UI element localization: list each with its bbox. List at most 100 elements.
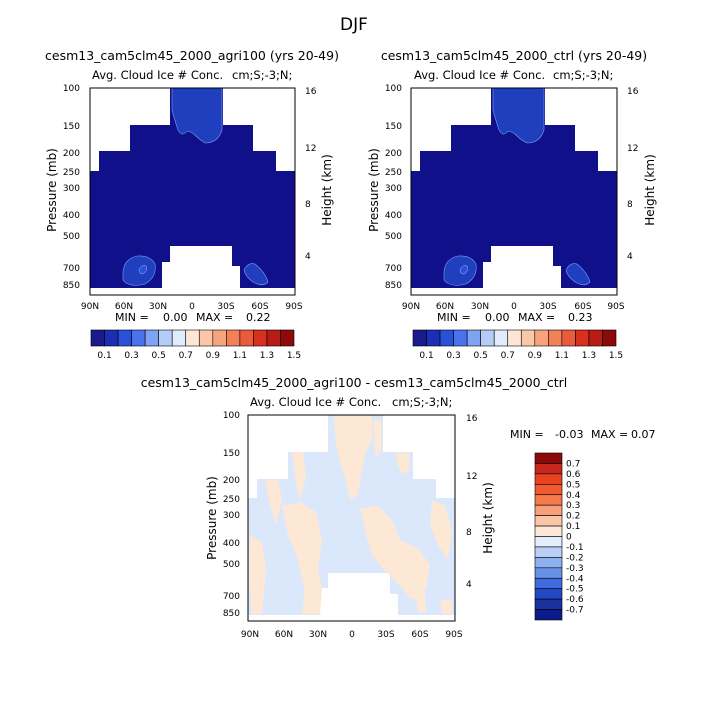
y-right-tick-label: 12: [305, 144, 316, 154]
max-label: MAX =: [591, 428, 628, 441]
colorbar-label: 0.9: [206, 351, 221, 361]
y-tick-label: 700: [385, 264, 402, 274]
y-right-tick-label: 8: [305, 200, 311, 210]
colorbar-cell: [534, 494, 563, 506]
y-tick-label: 100: [223, 411, 240, 421]
min-label: MIN =: [115, 311, 149, 324]
colorbar-cell: [561, 329, 576, 347]
colorbar-label: -0.1: [566, 543, 584, 553]
max-value: 0.22: [246, 311, 271, 324]
y-tick-label: 200: [63, 149, 80, 159]
colorbar-label: 0.5: [474, 351, 488, 361]
colorbar-cell: [131, 329, 146, 347]
min-label: MIN =: [437, 311, 471, 324]
x-tick-label: 0: [511, 302, 517, 312]
colorbar-label: 0.5: [152, 351, 166, 361]
x-tick-label: 60S: [251, 302, 268, 312]
y-tick-label: 400: [223, 539, 240, 549]
colorbar-label: -0.3: [566, 564, 584, 574]
colorbar-label: 0.1: [419, 351, 433, 361]
y-tick-label: 500: [223, 560, 240, 570]
colorbar-label: 0.1: [566, 522, 580, 532]
colorbar-cell: [534, 484, 563, 496]
y-tick-label: 700: [223, 592, 240, 602]
colorbar-label: 0.4: [566, 491, 581, 501]
min-value: 0.00: [485, 311, 510, 324]
x-tick-label: 30S: [539, 302, 556, 312]
colorbar-cell: [480, 329, 495, 347]
panel-subtitle-left: Avg. Cloud Ice # Conc.: [92, 68, 223, 82]
colorbar-cell: [253, 329, 268, 347]
colorbar-cell: [185, 329, 200, 347]
positive-anomaly-field: [249, 415, 452, 614]
y-right-tick-label: 8: [466, 528, 472, 538]
min-value: -0.03: [555, 428, 583, 441]
x-tick-label: 60N: [115, 302, 133, 312]
panel-agri100: cesm13_cam5clm45_2000_agri100 (yrs 20-49…: [45, 48, 339, 324]
y-tick-labels: 100 150 200 250 300 400 500 700 850: [223, 411, 240, 619]
colorbar-label: 1.5: [609, 351, 623, 361]
colorbar-label: 0.3: [446, 351, 460, 361]
x-tick-label: 90S: [445, 630, 462, 640]
y-tick-label: 300: [223, 511, 240, 521]
x-tick-label: 90N: [81, 302, 99, 312]
y-tick-label: 300: [63, 184, 80, 194]
y-right-tick-label: 8: [627, 200, 633, 210]
colorbar-cell: [602, 329, 617, 347]
colorbar-cell: [534, 546, 563, 558]
y-right-tick-labels: 16 12 8 4: [466, 414, 478, 590]
panel-ctrl: cesm13_cam5clm45_2000_ctrl (yrs 20-49) A…: [367, 48, 657, 324]
colorbar-cell: [534, 452, 563, 464]
colorbar-cell: [104, 329, 119, 347]
colorbar-cell: [534, 609, 563, 621]
colorbar-cell: [158, 329, 173, 347]
colorbar-cell: [493, 329, 509, 347]
y-tick-label: 850: [223, 609, 240, 619]
colorbar-label: 0.1: [97, 351, 111, 361]
y-right-tick-label: 12: [627, 144, 638, 154]
season-title: DJF: [340, 15, 368, 35]
colorbar-label: 0.9: [528, 351, 543, 361]
colorbar-cell: [534, 536, 563, 548]
colorbar-cell: [588, 329, 603, 347]
x-tick-label: 0: [189, 302, 195, 312]
colorbar-cell: [439, 329, 454, 347]
x-tick-label: 60S: [574, 302, 591, 312]
panel-title: cesm13_cam5clm45_2000_agri100 - cesm13_c…: [141, 375, 568, 390]
y-tick-labels: 100 150 200 250 300 400 500 700 850: [63, 84, 80, 291]
colorbar-cell: [534, 525, 563, 537]
x-tick-label: 90N: [402, 302, 420, 312]
stats: MIN = -0.03 MAX = 0.07: [510, 428, 656, 441]
colorbar-label: 0: [566, 533, 572, 543]
colorbar-cell: [90, 329, 105, 347]
y-right-axis-label: Height (km): [320, 154, 334, 225]
max-value: 0.07: [631, 428, 656, 441]
y-right-tick-label: 12: [466, 472, 477, 482]
colorbar-cell: [534, 557, 563, 569]
colorbar-cell: [453, 329, 468, 347]
colorbar-label: 0.3: [566, 501, 580, 511]
colorbar-cell: [534, 504, 563, 516]
colorbar-cell: [548, 329, 563, 347]
colorbar-cell: [171, 329, 187, 347]
plot-area: [89, 87, 296, 296]
colorbar-ctrl: 0.1 0.3 0.5 0.7 0.9 1.1 1.3 1.5: [412, 329, 623, 361]
x-tick-label: 30N: [309, 630, 327, 640]
upper-maximum-contour: [492, 87, 545, 144]
colorbar-cell: [534, 588, 563, 600]
x-tick-label: 30S: [377, 630, 394, 640]
min-label: MIN =: [510, 428, 544, 441]
left-maximum-core: [459, 265, 468, 275]
y-axis-label: Pressure (mb): [45, 148, 59, 232]
y-tick-label: 150: [63, 122, 80, 132]
panel-subtitle-right: cm;S;-3;N;: [553, 68, 613, 82]
colorbar-label: 0.6: [566, 470, 581, 480]
colorbar-cell: [534, 577, 563, 589]
x-tick-label: 90N: [241, 630, 259, 640]
colorbar-cell: [534, 515, 563, 527]
colorbar-cell: [507, 329, 522, 347]
colorbar-cell: [212, 329, 227, 347]
left-maximum-core: [138, 265, 147, 275]
colorbar-label: 1.3: [260, 351, 274, 361]
